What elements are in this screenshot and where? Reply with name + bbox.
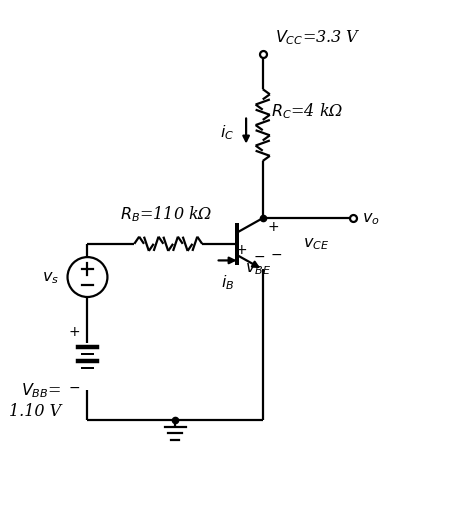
- Text: $V_{BB}$=
1.10 V: $V_{BB}$= 1.10 V: [9, 382, 61, 420]
- Text: $i_C$: $i_C$: [220, 123, 234, 141]
- Text: $-$: $-$: [253, 249, 265, 263]
- Text: $v_{BE}$: $v_{BE}$: [246, 260, 272, 277]
- Text: $+$: $+$: [267, 220, 279, 234]
- Text: $v_{CE}$: $v_{CE}$: [303, 235, 329, 252]
- Text: $-$: $-$: [68, 380, 81, 394]
- Text: $R_B$=110 kΩ: $R_B$=110 kΩ: [119, 204, 212, 224]
- Text: $R_C$=4 kΩ: $R_C$=4 kΩ: [271, 101, 344, 121]
- Text: $v_s$: $v_s$: [42, 268, 59, 285]
- Text: $i_B$: $i_B$: [221, 274, 234, 292]
- Text: $-$: $-$: [270, 247, 282, 261]
- Text: $+$: $+$: [235, 242, 247, 256]
- Text: $v_o$: $v_o$: [362, 210, 379, 227]
- Text: $+$: $+$: [68, 325, 81, 339]
- Text: $V_{CC}$=3.3 V: $V_{CC}$=3.3 V: [274, 28, 361, 47]
